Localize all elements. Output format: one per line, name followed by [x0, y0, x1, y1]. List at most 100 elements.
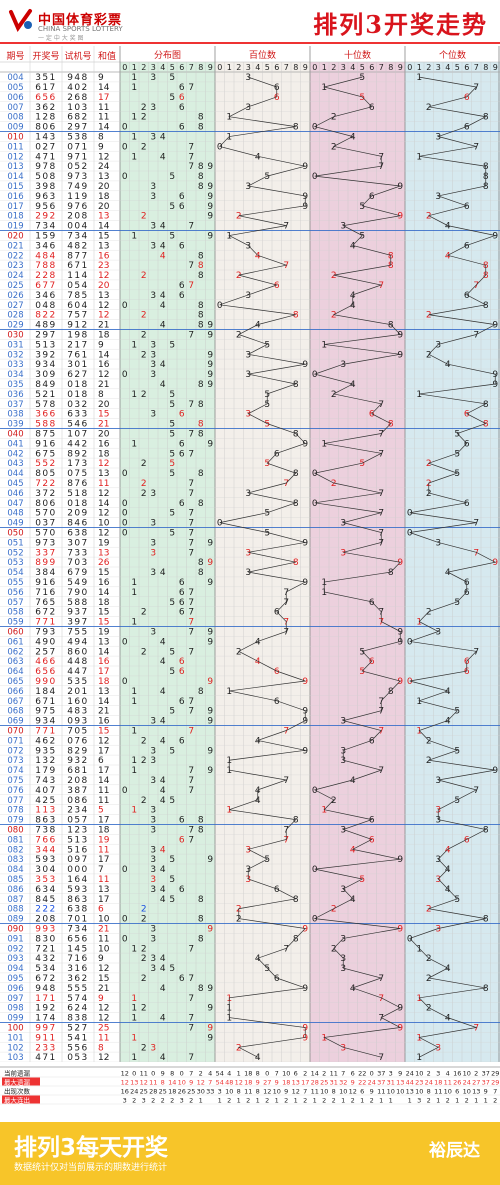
digit-header: 6 [464, 63, 469, 72]
stats-value: 2 [303, 1097, 307, 1105]
distribution-digit: 2 [141, 390, 147, 400]
test-number: 307 [67, 538, 88, 548]
draw-number: 174 [35, 1014, 56, 1024]
issue-number: 016 [7, 192, 23, 202]
stats-value: 12 [121, 1079, 129, 1087]
stats-label: 出现次数 [4, 1087, 31, 1096]
distribution-digit: 7 [188, 628, 194, 638]
distribution-digit: 3 [150, 628, 156, 638]
position-digit: 5 [264, 340, 270, 350]
position-digit: 5 [454, 707, 460, 717]
distribution-digit: 9 [207, 558, 213, 568]
position-digit: 3 [245, 73, 251, 83]
distribution-digit: 3 [150, 489, 156, 499]
position-digit: 4 [255, 796, 261, 806]
position-digit: 2 [331, 271, 337, 281]
position-digit: 6 [369, 410, 375, 420]
distribution-digit: 3 [150, 925, 156, 935]
distribution-digit: 8 [198, 469, 204, 479]
distribution-digit: 2 [141, 736, 147, 746]
position-digit: 7 [378, 449, 384, 459]
position-digit: 6 [369, 816, 375, 826]
footer-brand: 裕辰达 [429, 1141, 480, 1161]
sum-value: 12 [98, 736, 109, 746]
distribution-digit: 9 [207, 766, 213, 776]
draw-number: 634 [35, 885, 56, 895]
distribution-digit: 4 [160, 360, 166, 370]
distribution-digit: 4 [160, 251, 166, 261]
test-number: 208 [67, 776, 88, 786]
distribution-digit: 5 [169, 796, 175, 806]
distribution-digit: 1 [131, 1053, 137, 1063]
draw-number: 845 [35, 895, 56, 905]
position-digit: 7 [283, 222, 289, 232]
sum-value: 21 [98, 380, 109, 390]
digit-header: 7 [189, 63, 194, 72]
issue-number: 027 [7, 301, 23, 311]
issue-number: 008 [7, 113, 23, 123]
draw-number: 771 [35, 727, 56, 737]
test-number: 593 [67, 885, 88, 895]
stats-value: 2 [284, 1097, 288, 1105]
position-digit: 6 [464, 588, 470, 598]
distribution-digit: 8 [198, 558, 204, 568]
test-number: 093 [67, 717, 88, 727]
issue-number: 040 [7, 430, 23, 440]
position-digit: 3 [435, 855, 441, 865]
position-digit: 1 [416, 73, 422, 83]
position-digit: 8 [293, 558, 299, 568]
distribution-digit: 4 [160, 291, 166, 301]
position-digit: 7 [378, 1014, 384, 1024]
distribution-digit: 1 [131, 618, 137, 628]
distribution-digit: 8 [198, 984, 204, 994]
distribution-digit: 3 [150, 776, 156, 786]
draw-number: 462 [35, 736, 56, 746]
position-digit: 6 [274, 93, 280, 103]
stats-value: 29 [491, 1079, 499, 1087]
stats-value: 0 [265, 1070, 269, 1078]
draw-number: 179 [35, 766, 56, 776]
distribution-digit: 3 [150, 964, 156, 974]
position-digit: 8 [388, 687, 394, 697]
distribution-digit: 3 [150, 192, 156, 202]
draw-number: 997 [35, 1024, 56, 1034]
position-digit: 2 [426, 459, 432, 469]
distribution-digit: 7 [188, 162, 194, 172]
trend-line [409, 76, 497, 1058]
draw-number: 721 [35, 944, 56, 954]
draw-number: 143 [35, 133, 56, 143]
issue-number: 038 [7, 410, 23, 420]
distribution-digit: 0 [122, 637, 128, 647]
position-digit: 2 [236, 1043, 242, 1053]
test-number: 838 [67, 1014, 88, 1024]
draw-number: 128 [35, 113, 56, 123]
issue-number: 099 [7, 1014, 23, 1024]
distribution-digit: 3 [150, 885, 156, 895]
position-digit: 6 [464, 439, 470, 449]
position-digit: 2 [331, 113, 337, 123]
position-digit: 7 [378, 727, 384, 737]
issue-number: 078 [7, 806, 23, 816]
distribution-digit: 3 [150, 538, 156, 548]
position-digit: 9 [397, 331, 403, 341]
sum-value: 20 [98, 400, 110, 410]
distribution-digit: 7 [188, 974, 194, 984]
distribution-digit: 7 [188, 944, 194, 954]
stats-value: 1 [237, 1070, 241, 1078]
position-digit: 7 [378, 766, 384, 776]
position-digit: 9 [302, 538, 308, 548]
position-digit: 5 [454, 895, 460, 905]
distribution-digit: 6 [179, 667, 185, 677]
issue-number: 079 [7, 816, 23, 826]
stats-value: 10 [320, 1088, 328, 1096]
issue-number: 091 [7, 934, 23, 944]
stats-value: 4 [446, 1070, 450, 1078]
position-digit: 0 [312, 915, 318, 925]
test-number: 755 [67, 628, 88, 638]
position-digit: 2 [426, 103, 432, 113]
distribution-digit: 9 [207, 628, 213, 638]
position-digit: 4 [350, 133, 356, 143]
position-digit: 1 [416, 1033, 422, 1043]
issue-number: 041 [7, 439, 23, 449]
stats-value: 8 [256, 1070, 260, 1078]
